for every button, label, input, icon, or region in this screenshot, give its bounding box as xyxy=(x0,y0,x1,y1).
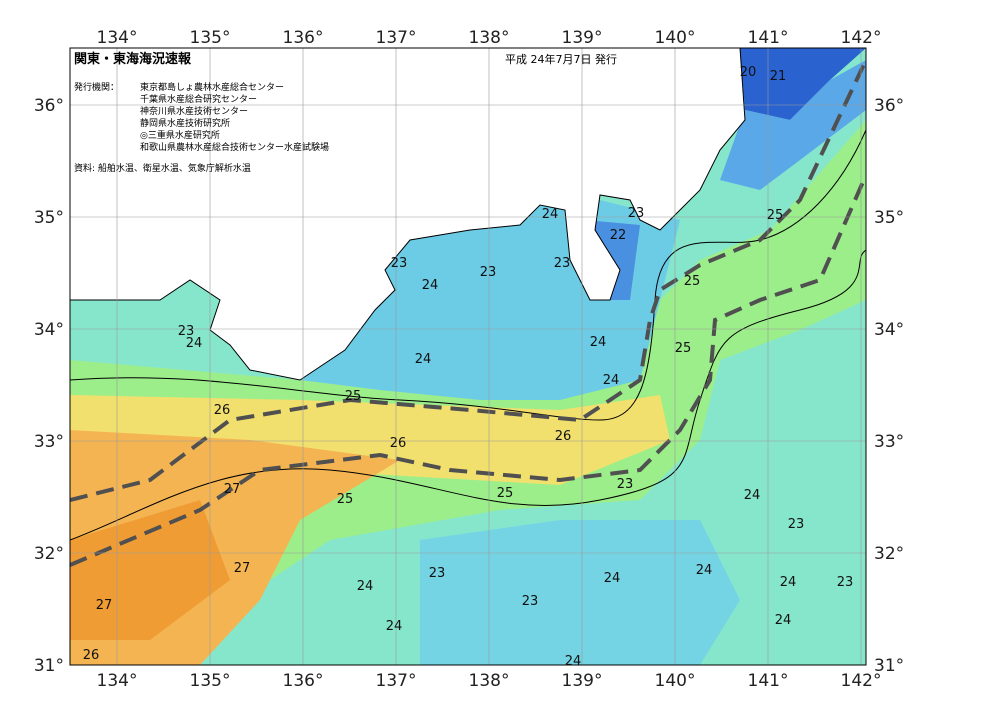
isotherm-label: 24 xyxy=(386,619,403,634)
lon-label-bottom: 136° xyxy=(283,671,324,691)
isotherm-label: 26 xyxy=(555,429,572,444)
isotherm-label: 21 xyxy=(770,69,787,84)
lat-label-right: 32° xyxy=(874,544,904,564)
isotherm-label: 27 xyxy=(96,598,113,613)
title: 関東・東海海況速報 xyxy=(74,51,192,67)
isotherm-label: 23 xyxy=(617,477,634,492)
institution: 神奈川県水産技術センター xyxy=(140,105,248,117)
isotherm-label: 26 xyxy=(390,436,407,451)
isotherm-label: 26 xyxy=(83,648,100,663)
sea-field xyxy=(70,48,866,665)
publisher-label: 発行機関： xyxy=(74,81,119,93)
lon-label-top: 138° xyxy=(469,28,510,48)
lon-label-top: 142° xyxy=(841,28,882,48)
isotherm-label: 24 xyxy=(357,579,374,594)
lon-label-bottom: 141° xyxy=(748,671,789,691)
isotherm-label: 23 xyxy=(788,517,805,532)
lat-label-left: 33° xyxy=(34,432,64,452)
lon-label-bottom: 137° xyxy=(376,671,417,691)
lon-label-top: 134° xyxy=(97,28,138,48)
isotherm-label: 27 xyxy=(224,482,241,497)
lon-label-bottom: 139° xyxy=(562,671,603,691)
isotherm-label: 23 xyxy=(391,256,408,271)
isotherm-label: 25 xyxy=(767,208,784,223)
isotherm-label: 20 xyxy=(740,65,757,80)
isotherm-label: 27 xyxy=(234,561,251,576)
isotherm-label: 25 xyxy=(675,341,692,356)
isotherm-label: 24 xyxy=(186,336,203,351)
lat-label-right: 34° xyxy=(874,320,904,340)
lat-label-left: 36° xyxy=(34,96,64,116)
lon-label-top: 139° xyxy=(562,28,603,48)
lon-label-top: 140° xyxy=(655,28,696,48)
isotherm-label: 24 xyxy=(565,654,582,669)
isotherm-label: 23 xyxy=(628,206,645,221)
lat-label-right: 33° xyxy=(874,432,904,452)
lat-label-left: 32° xyxy=(34,544,64,564)
isotherm-label: 25 xyxy=(345,389,362,404)
isotherm-label: 24 xyxy=(422,278,439,293)
lon-label-bottom: 138° xyxy=(469,671,510,691)
lon-label-bottom: 135° xyxy=(190,671,231,691)
isotherm-label: 23 xyxy=(554,256,571,271)
isotherm-label: 24 xyxy=(415,352,432,367)
data-source: 資料: 船舶水温、衛星水温、気象庁解析水温 xyxy=(74,162,251,174)
isotherm-label: 25 xyxy=(497,486,514,501)
kuroshio-axis xyxy=(70,59,866,567)
institution: ◎三重県水産研究所 xyxy=(140,129,220,141)
isotherm-label: 23 xyxy=(837,575,854,590)
isotherm-label: 24 xyxy=(696,563,713,578)
lon-label-top: 137° xyxy=(376,28,417,48)
lon-label-bottom: 142° xyxy=(841,671,882,691)
lon-label-top: 141° xyxy=(748,28,789,48)
lat-label-right: 35° xyxy=(874,208,904,228)
isotherm-label: 25 xyxy=(337,492,354,507)
isotherm-label: 24 xyxy=(744,488,761,503)
isotherm-label: 23 xyxy=(178,324,195,339)
lat-label-left: 34° xyxy=(34,320,64,340)
isotherm-label: 26 xyxy=(214,403,231,418)
lat-label-left: 35° xyxy=(34,208,64,228)
graticule xyxy=(70,48,866,665)
institution: 和歌山県農林水産総合技術センター水産試験場 xyxy=(140,141,329,153)
isotherm-label: 24 xyxy=(775,613,792,628)
institution: 千葉県水産総合研究センター xyxy=(140,93,257,105)
lon-label-bottom: 140° xyxy=(655,671,696,691)
institution: 東京都島しょ農林水産総合センター xyxy=(140,81,284,93)
lon-label-bottom: 134° xyxy=(97,671,138,691)
isotherm-label: 25 xyxy=(684,274,701,289)
isotherm-label: 24 xyxy=(780,575,797,590)
lat-label-left: 31° xyxy=(34,656,64,676)
isotherm-label: 24 xyxy=(590,335,607,350)
institution: 静岡県水産技術研究所 xyxy=(140,117,230,129)
isotherm-label: 23 xyxy=(429,566,446,581)
isotherm-label: 24 xyxy=(603,373,620,388)
lon-label-top: 135° xyxy=(190,28,231,48)
isotherm-label: 23 xyxy=(522,594,539,609)
isotherm-label: 23 xyxy=(480,265,497,280)
lat-label-right: 31° xyxy=(874,656,904,676)
issue-date: 平成 24年7月7日 発行 xyxy=(505,52,617,66)
map-frame xyxy=(69,47,867,666)
isotherm-label: 22 xyxy=(610,228,627,243)
isotherm-label: 24 xyxy=(542,207,559,222)
lon-label-top: 136° xyxy=(283,28,324,48)
labels: 東京都島しょ農林水産総合センター千葉県水産総合研究センター神奈川県水産技術センタ… xyxy=(34,28,904,691)
lat-label-right: 36° xyxy=(874,96,904,116)
isotherm-label: 24 xyxy=(604,571,621,586)
